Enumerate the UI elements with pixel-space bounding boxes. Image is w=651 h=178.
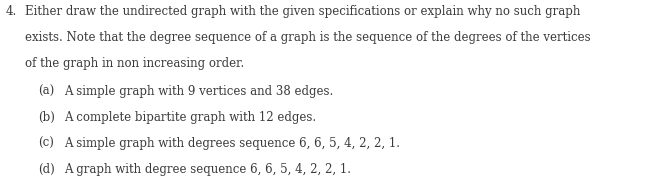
Text: 4.: 4. [5, 5, 16, 18]
Text: A complete bipartite graph with 12 edges.: A complete bipartite graph with 12 edges… [64, 111, 316, 124]
Text: Either draw the undirected graph with the given specifications or explain why no: Either draw the undirected graph with th… [25, 5, 580, 18]
Text: (c): (c) [38, 137, 53, 150]
Text: (d): (d) [38, 163, 55, 176]
Text: A simple graph with 9 vertices and 38 edges.: A simple graph with 9 vertices and 38 ed… [64, 85, 333, 98]
Text: A simple graph with degrees sequence 6, 6, 5, 4, 2, 2, 1.: A simple graph with degrees sequence 6, … [64, 137, 400, 150]
Text: (b): (b) [38, 111, 55, 124]
Text: of the graph in non increasing order.: of the graph in non increasing order. [25, 57, 244, 70]
Text: A graph with degree sequence 6, 6, 5, 4, 2, 2, 1.: A graph with degree sequence 6, 6, 5, 4,… [64, 163, 351, 176]
Text: (a): (a) [38, 85, 54, 98]
Text: exists. Note that the degree sequence of a graph is the sequence of the degrees : exists. Note that the degree sequence of… [25, 31, 590, 44]
